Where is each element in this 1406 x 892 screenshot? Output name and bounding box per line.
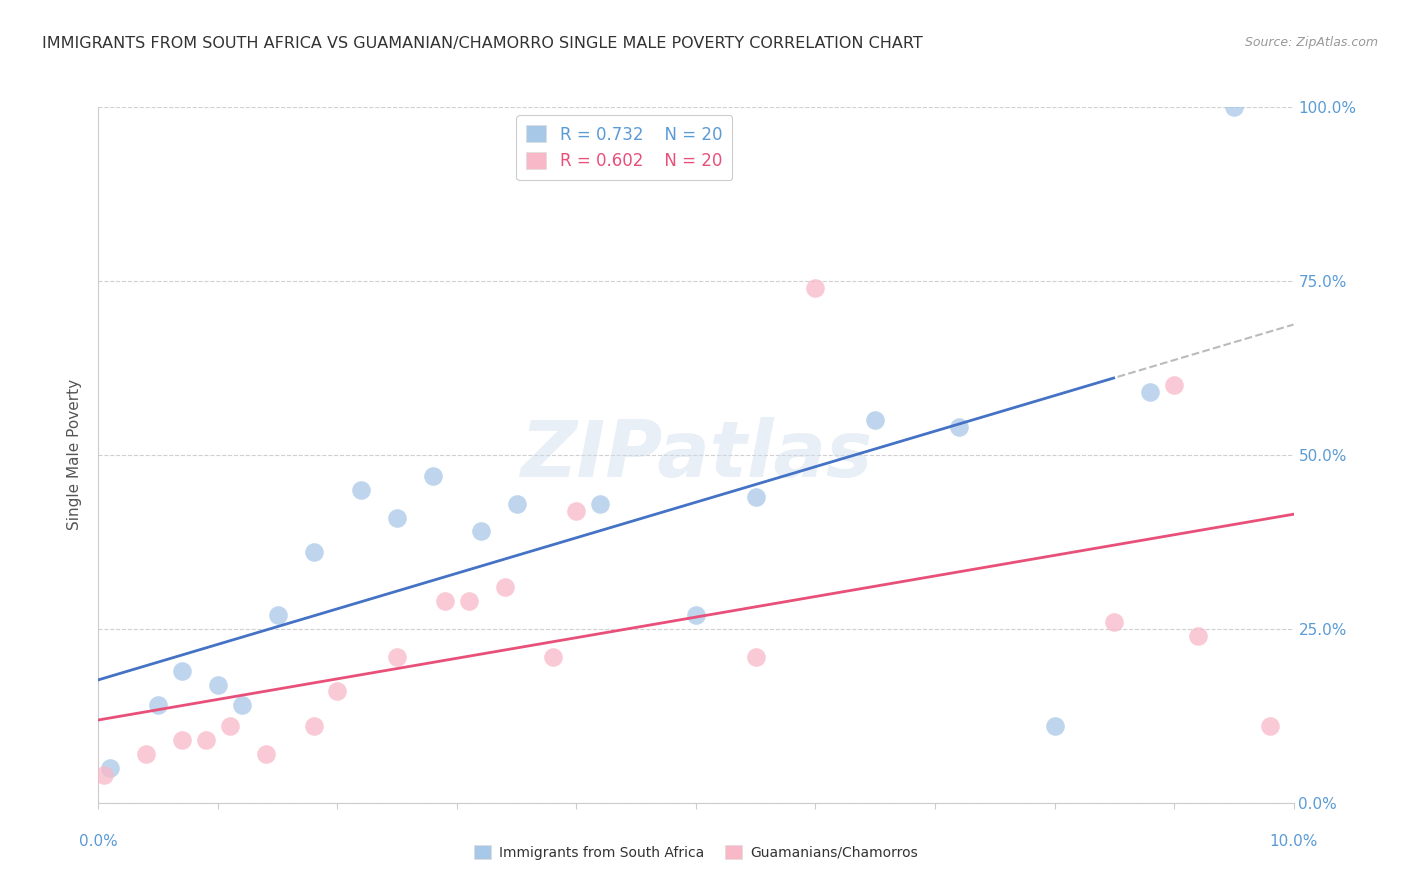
Point	[506, 497, 529, 511]
Point	[302, 719, 325, 733]
Point	[865, 413, 887, 427]
Point	[804, 281, 827, 295]
Point	[93, 768, 115, 782]
Point	[231, 698, 253, 713]
Point	[207, 677, 229, 691]
Point	[172, 664, 194, 678]
Point	[470, 524, 492, 539]
Point	[385, 649, 409, 664]
Text: 0.0%: 0.0%	[79, 834, 118, 849]
Text: Source: ZipAtlas.com: Source: ZipAtlas.com	[1244, 36, 1378, 49]
Point	[685, 607, 707, 622]
Point	[458, 594, 481, 608]
Point	[302, 545, 325, 559]
Point	[219, 719, 242, 733]
Point	[745, 649, 768, 664]
Text: 10.0%: 10.0%	[1270, 834, 1317, 849]
Point	[434, 594, 457, 608]
Point	[745, 490, 768, 504]
Point	[1258, 719, 1281, 733]
Point	[350, 483, 373, 497]
Point	[326, 684, 349, 698]
Point	[1223, 100, 1246, 114]
Text: IMMIGRANTS FROM SOUTH AFRICA VS GUAMANIAN/CHAMORRO SINGLE MALE POVERTY CORRELATI: IMMIGRANTS FROM SOUTH AFRICA VS GUAMANIA…	[42, 36, 922, 51]
Point	[1043, 719, 1066, 733]
Point	[254, 747, 277, 761]
Legend: Immigrants from South Africa, Guamanians/Chamorros: Immigrants from South Africa, Guamanians…	[468, 839, 924, 865]
Y-axis label: Single Male Poverty: Single Male Poverty	[67, 379, 83, 531]
Point	[135, 747, 157, 761]
Point	[948, 420, 970, 434]
Text: ZIPatlas: ZIPatlas	[520, 417, 872, 493]
Point	[148, 698, 170, 713]
Point	[541, 649, 564, 664]
Point	[1163, 378, 1185, 392]
Point	[565, 503, 588, 517]
Point	[589, 497, 612, 511]
Point	[98, 761, 122, 775]
Point	[385, 510, 409, 524]
Point	[172, 733, 194, 747]
Point	[195, 733, 218, 747]
Point	[494, 580, 516, 594]
Point	[1139, 385, 1161, 400]
Point	[267, 607, 290, 622]
Point	[1187, 629, 1209, 643]
Point	[1104, 615, 1126, 629]
Point	[422, 468, 444, 483]
